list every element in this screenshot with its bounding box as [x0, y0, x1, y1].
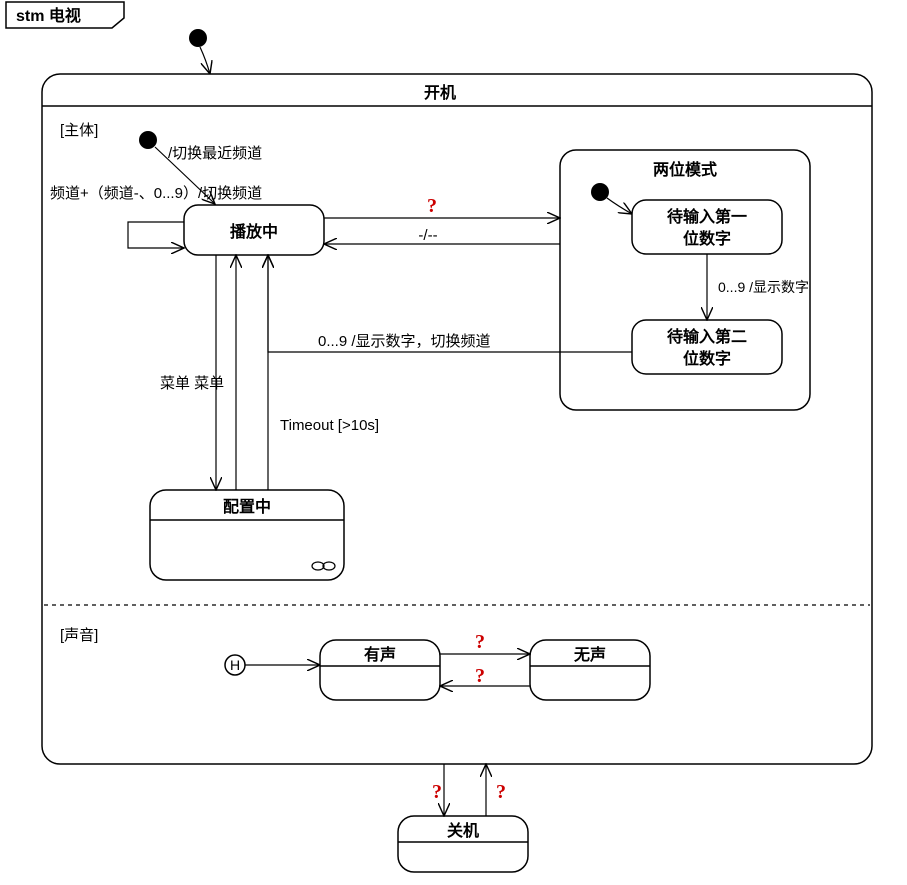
state-poweron-title: 开机: [424, 83, 456, 102]
region-body-label: [主体]: [60, 122, 98, 139]
state-sound-on-label: 有声: [364, 645, 396, 664]
state-wait-digit1-l1: 待输入第一: [667, 207, 747, 226]
initial-pseudostate-top: [189, 29, 207, 47]
question-mark-4: ?: [432, 781, 442, 803]
diagram-title: stm 电视: [16, 6, 81, 25]
edge-mode-to-playing-top-label: -/--: [418, 227, 437, 244]
question-mark-3: ?: [475, 665, 485, 687]
state-diagram: stm 电视 开机 [主体] /切换最近频道 播放中 频道+（频道-、0...9…: [0, 0, 907, 885]
initial-pseudostate-body: [139, 131, 157, 149]
state-config-label: 配置中: [223, 497, 271, 516]
edge-menu-labels: 菜单 菜单: [160, 375, 224, 392]
state-wait-digit2-l1: 待输入第二: [667, 327, 747, 346]
edge-initial-body-label: /切换最近频道: [168, 145, 262, 162]
edge-digit2-to-playing-label: 0...9 /显示数字，切换频道: [318, 333, 491, 350]
question-mark-2: ?: [475, 631, 485, 653]
edge-timeout-label: Timeout [>10s]: [280, 417, 379, 434]
edge-initial-to-main: [200, 47, 210, 74]
question-mark-5: ?: [496, 781, 506, 803]
edge-digit1-to-digit2-label: 0...9 /显示数字: [718, 279, 809, 295]
edge-playing-selfloop-label: 频道+（频道-、0...9）/切换频道: [50, 185, 262, 202]
initial-pseudostate-two-digit: [591, 183, 609, 201]
state-poweroff-label: 关机: [447, 821, 479, 840]
history-label: H: [230, 657, 240, 673]
state-two-digit-mode-title: 两位模式: [653, 160, 717, 179]
state-wait-digit2-l2: 位数字: [683, 349, 731, 368]
state-wait-digit1-l2: 位数字: [683, 229, 731, 248]
region-sound-label: [声音]: [60, 626, 98, 644]
state-sound-off-label: 无声: [573, 645, 606, 664]
state-playing-label: 播放中: [230, 222, 278, 241]
question-mark-1: ?: [427, 195, 437, 217]
